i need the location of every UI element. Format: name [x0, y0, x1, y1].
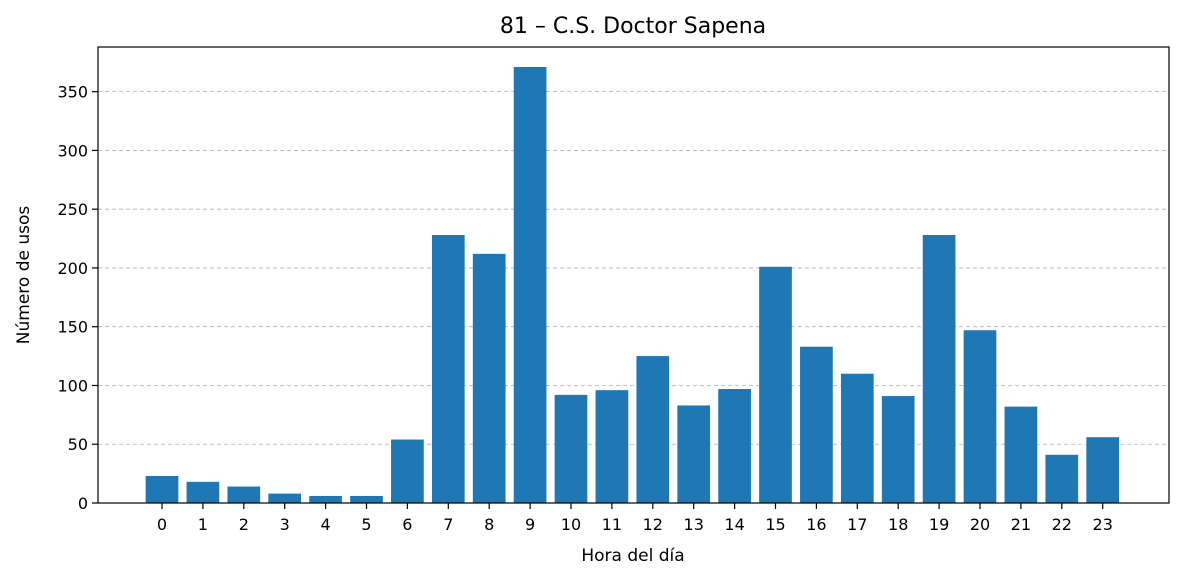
gridlines	[98, 91, 1169, 445]
bar-hour-3	[268, 493, 302, 503]
bar-hour-23	[1086, 437, 1120, 503]
x-tick-label: 1	[198, 515, 208, 534]
bar-hour-10	[554, 394, 588, 503]
x-tick-label: 20	[970, 515, 990, 534]
bar-hour-5	[350, 495, 383, 503]
x-tick-label: 13	[684, 515, 704, 534]
bar-hour-12	[636, 356, 670, 503]
x-tick-label: 18	[888, 515, 908, 534]
x-tick-label: 6	[402, 515, 412, 534]
bar-hour-8	[472, 253, 506, 503]
bar-hour-9	[513, 66, 547, 504]
bar-hour-7	[431, 235, 465, 503]
bar-hour-19	[922, 235, 956, 503]
y-axis-label: Número de usos	[14, 206, 34, 345]
bar-hour-11	[595, 390, 629, 503]
x-tick-label: 3	[280, 515, 290, 534]
y-tick-label: 300	[57, 141, 88, 160]
bar-hour-20	[963, 330, 997, 503]
bar-hour-16	[800, 346, 833, 503]
y-tick-label: 350	[57, 83, 88, 102]
x-tick-label: 22	[1052, 515, 1072, 534]
x-tick-label: 17	[847, 515, 867, 534]
y-axis: 0 50 100 150 200 250 300 350	[57, 83, 98, 513]
x-tick-label: 7	[443, 515, 453, 534]
y-tick-label: 50	[68, 435, 88, 454]
x-tick-label: 16	[806, 515, 826, 534]
x-tick-label: 9	[525, 515, 535, 534]
x-tick-label: 4	[321, 515, 331, 534]
bar-hour-17	[840, 373, 874, 503]
bar-hour-21	[1004, 406, 1038, 503]
bar-hour-4	[309, 495, 342, 503]
x-tick-label: 11	[602, 515, 622, 534]
x-tick-label: 5	[361, 515, 371, 534]
x-axis: 0 1 2 3 4 5 6 7 8 9 10 11 12 13 14 15 16 17 18 19 20 21 22 23	[157, 503, 1113, 534]
bar-hour-15	[759, 266, 792, 503]
bar-hour-13	[677, 405, 711, 503]
bar-hour-22	[1045, 454, 1079, 503]
bar-hour-6	[391, 439, 424, 503]
plot-frame	[97, 46, 1170, 504]
y-tick-label: 150	[57, 318, 88, 337]
x-tick-label: 23	[1093, 515, 1113, 534]
bar-hour-18	[881, 396, 915, 503]
y-tick-label: 0	[78, 494, 88, 513]
bar-hour-2	[227, 486, 261, 503]
bars	[145, 66, 1120, 504]
x-tick-label: 19	[929, 515, 949, 534]
x-tick-label: 10	[561, 515, 581, 534]
bar-hour-0	[145, 475, 179, 503]
bar-hour-14	[718, 389, 751, 503]
y-tick-label: 250	[57, 200, 88, 219]
x-tick-label: 8	[484, 515, 494, 534]
x-tick-label: 12	[643, 515, 663, 534]
x-axis-label: Hora del día	[581, 546, 684, 566]
bar-hour-1	[186, 481, 220, 503]
x-tick-label: 21	[1011, 515, 1031, 534]
x-tick-label: 0	[157, 515, 167, 534]
x-tick-label: 15	[765, 515, 785, 534]
x-tick-label: 2	[239, 515, 249, 534]
y-tick-label: 100	[57, 376, 88, 395]
y-tick-label: 200	[57, 259, 88, 278]
chart-title: 81 – C.S. Doctor Sapena	[500, 14, 766, 39]
x-tick-label: 14	[724, 515, 744, 534]
